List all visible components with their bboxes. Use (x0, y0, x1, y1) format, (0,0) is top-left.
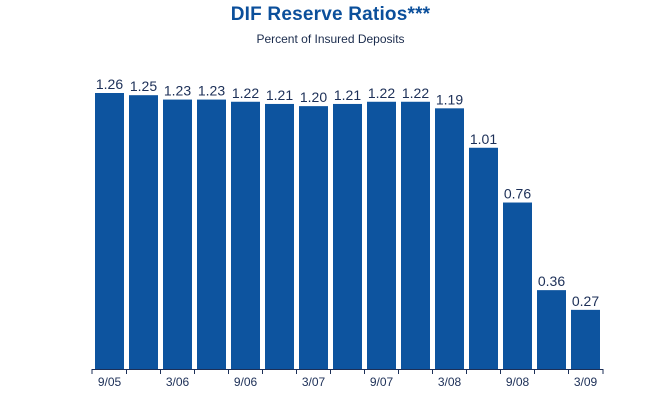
value-label: 1.25 (130, 78, 157, 94)
x-tick-label: 3/06 (166, 375, 190, 389)
bar-9-07 (367, 101, 396, 369)
bar-3-06 (163, 99, 192, 370)
bar-12-06 (265, 103, 294, 369)
value-label: 0.76 (504, 186, 531, 202)
bar-12-05 (129, 95, 158, 369)
x-tick-label: 3/08 (438, 375, 462, 389)
bar-6-07 (333, 103, 362, 369)
value-label: 1.22 (368, 85, 395, 101)
x-tick-label: 9/08 (506, 375, 530, 389)
bar-6-06 (197, 99, 226, 370)
bars-group (95, 93, 600, 370)
x-tick-labels-group: 9/05 3/06 9/06 3/07 9/07 3/08 9/08 3/09 (98, 375, 598, 389)
value-label: 1.20 (300, 89, 327, 105)
bar-12-08 (537, 290, 566, 369)
value-label: 0.36 (538, 273, 565, 289)
value-label: 1.21 (334, 87, 361, 103)
bar-9-06 (231, 101, 260, 369)
x-tick-label: 9/05 (98, 375, 122, 389)
bar-9-08 (503, 202, 532, 369)
value-label: 1.26 (96, 76, 123, 92)
value-labels-group: 1.26 1.25 1.23 1.23 1.22 1.21 1.20 1.21 1.22 1.22… (96, 76, 599, 309)
bar-3-07 (299, 106, 328, 370)
bar-3-09 (571, 309, 600, 369)
bar-12-07 (401, 101, 430, 369)
value-label: 1.23 (164, 83, 191, 99)
bar-6-08 (469, 147, 498, 369)
value-label: 1.21 (266, 87, 293, 103)
x-ticks-group (91, 369, 604, 374)
value-label: 1.22 (232, 85, 259, 101)
value-label: 0.27 (572, 293, 599, 309)
value-label: 1.01 (470, 131, 497, 147)
value-label: 1.23 (198, 83, 225, 99)
value-label: 1.19 (436, 91, 463, 107)
value-label: 1.22 (402, 85, 429, 101)
x-tick-label: 9/07 (370, 375, 394, 389)
chart-subtitle: Percent of Insured Deposits (256, 32, 405, 46)
bar-3-08 (435, 108, 464, 369)
bar-9-05 (95, 93, 124, 369)
x-tick-label: 9/06 (234, 375, 258, 389)
chart-title: DIF Reserve Ratios*** (230, 4, 431, 25)
x-tick-label: 3/09 (574, 375, 598, 389)
x-tick-label: 3/07 (302, 375, 326, 389)
